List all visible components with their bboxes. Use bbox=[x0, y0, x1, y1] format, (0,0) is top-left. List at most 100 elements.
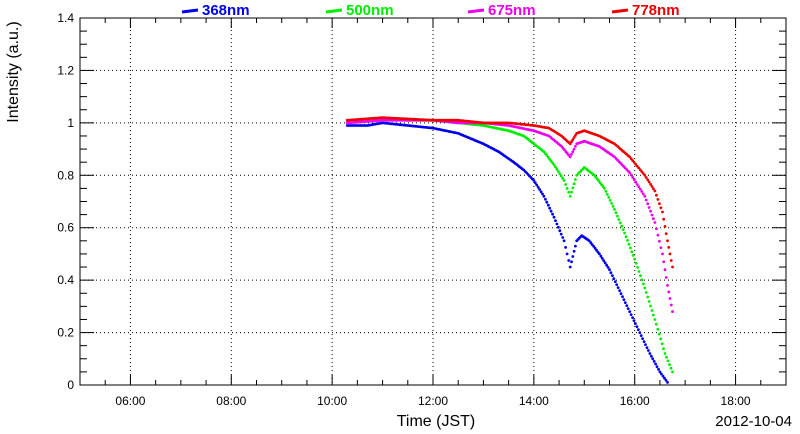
data-point bbox=[653, 318, 657, 321]
x-axis-title: Time (JST) bbox=[397, 413, 476, 430]
data-point bbox=[647, 206, 651, 209]
data-point bbox=[643, 286, 647, 290]
data-point bbox=[567, 190, 571, 194]
data-point bbox=[651, 357, 655, 361]
data-point bbox=[611, 205, 615, 208]
data-point bbox=[587, 239, 591, 243]
data-point bbox=[574, 145, 577, 148]
legend-label: 675nm bbox=[488, 2, 536, 19]
data-point bbox=[639, 334, 643, 337]
data-point bbox=[668, 297, 672, 300]
y-tick-label: 0.6 bbox=[57, 221, 74, 235]
legend-label: 778nm bbox=[632, 2, 680, 19]
x-tick-label: 12:00 bbox=[418, 394, 448, 408]
data-point bbox=[637, 270, 641, 273]
data-point bbox=[558, 229, 562, 233]
data-point bbox=[666, 239, 669, 243]
data-point bbox=[561, 176, 565, 180]
data-point bbox=[656, 327, 660, 331]
data-point bbox=[664, 276, 668, 279]
series-778nm bbox=[345, 116, 674, 269]
data-point bbox=[570, 260, 573, 264]
data-point bbox=[671, 265, 674, 269]
data-point bbox=[627, 242, 631, 246]
data-point bbox=[632, 161, 636, 164]
data-point bbox=[659, 206, 663, 210]
legend-swatch bbox=[181, 8, 199, 14]
data-point bbox=[621, 295, 624, 298]
data-point bbox=[632, 319, 636, 322]
data-point bbox=[549, 209, 553, 213]
legend-label: 368nm bbox=[202, 2, 250, 19]
data-point bbox=[654, 362, 657, 366]
data-point bbox=[618, 221, 622, 225]
data-point bbox=[655, 227, 658, 231]
data-point bbox=[660, 372, 663, 376]
x-tick-label: 18:00 bbox=[721, 394, 751, 408]
data-point bbox=[605, 263, 608, 267]
grid bbox=[80, 18, 786, 385]
data-point bbox=[642, 340, 646, 343]
data-point bbox=[604, 190, 608, 193]
data-point bbox=[662, 217, 666, 221]
data-point bbox=[666, 359, 670, 363]
data-point bbox=[654, 322, 658, 326]
data-point bbox=[570, 140, 573, 144]
data-point bbox=[664, 232, 668, 236]
data-point bbox=[557, 170, 560, 173]
data-point bbox=[641, 192, 645, 196]
data-point bbox=[663, 268, 667, 272]
data-point bbox=[634, 322, 637, 325]
data-point bbox=[571, 150, 575, 154]
data-point bbox=[612, 277, 616, 280]
data-point bbox=[546, 203, 550, 207]
data-point bbox=[668, 252, 672, 256]
data-point bbox=[635, 183, 639, 186]
data-point bbox=[662, 260, 666, 264]
data-point bbox=[633, 257, 637, 261]
data-point bbox=[535, 183, 539, 187]
data-point bbox=[657, 332, 661, 336]
data-point bbox=[620, 224, 624, 228]
data-point bbox=[637, 185, 641, 189]
data-point bbox=[557, 225, 560, 229]
data-point bbox=[608, 268, 611, 272]
data-point bbox=[532, 179, 536, 182]
data-point bbox=[562, 239, 566, 243]
data-point bbox=[630, 250, 634, 254]
data-point bbox=[639, 274, 642, 277]
data-point bbox=[564, 183, 567, 186]
plot-frame bbox=[79, 17, 787, 386]
data-point bbox=[669, 303, 673, 307]
data-point bbox=[567, 259, 571, 262]
data-point bbox=[640, 190, 644, 193]
data-point bbox=[656, 198, 660, 201]
data-point bbox=[616, 214, 619, 218]
data-point bbox=[542, 194, 546, 198]
data-point bbox=[625, 304, 629, 307]
data-point bbox=[631, 316, 634, 319]
data-point bbox=[668, 363, 671, 366]
data-point bbox=[598, 252, 601, 256]
axis-ticks: 06:00 08:00 10:00 12:00 14:00 16:00 18:00 0 0.2 0… bbox=[57, 11, 787, 408]
data-point bbox=[603, 187, 606, 190]
data-point bbox=[603, 261, 607, 265]
data-point bbox=[631, 176, 635, 179]
data-point bbox=[635, 325, 639, 328]
data-point bbox=[600, 257, 604, 260]
legend-swatch bbox=[611, 8, 629, 14]
data-point bbox=[609, 271, 613, 275]
data-point bbox=[669, 366, 673, 370]
data-point bbox=[601, 185, 605, 188]
data-point bbox=[658, 239, 661, 243]
data-point bbox=[536, 185, 540, 189]
data-point bbox=[653, 189, 657, 193]
data-point bbox=[650, 309, 654, 312]
data-point bbox=[644, 343, 647, 346]
data-point bbox=[661, 210, 664, 214]
data-point bbox=[595, 248, 598, 252]
data-point bbox=[644, 176, 648, 179]
data-point bbox=[568, 142, 572, 146]
y-tick-label: 0.8 bbox=[57, 168, 74, 182]
data-point bbox=[538, 188, 541, 191]
